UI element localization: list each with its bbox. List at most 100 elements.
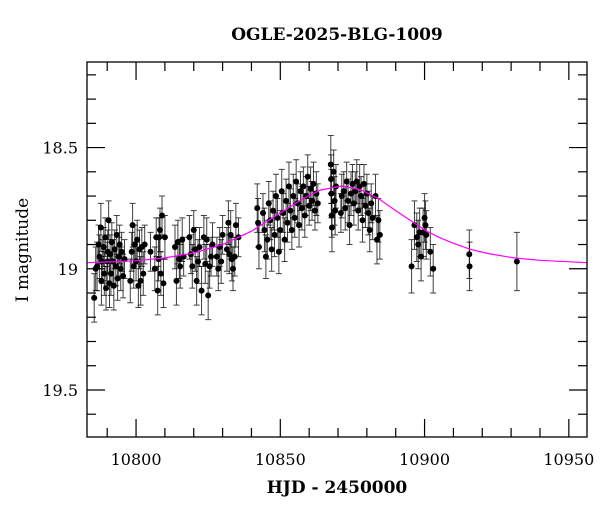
data-point bbox=[430, 265, 437, 272]
data-point bbox=[255, 219, 262, 226]
data-point bbox=[306, 202, 313, 209]
data-point bbox=[130, 263, 137, 270]
axis-ticks: 10800 10850 10900 10950 18.5 19 19.5 bbox=[42, 62, 594, 469]
data-point bbox=[513, 258, 520, 265]
data-point bbox=[328, 224, 335, 231]
data-point bbox=[97, 224, 104, 231]
data-point bbox=[215, 265, 222, 272]
data-point bbox=[376, 231, 383, 238]
x-tick-label: 10900 bbox=[399, 450, 450, 469]
data-point bbox=[99, 258, 106, 265]
data-point bbox=[313, 190, 320, 197]
data-point bbox=[353, 178, 360, 185]
data-point bbox=[203, 236, 210, 243]
data-point bbox=[232, 222, 239, 229]
data-point bbox=[262, 253, 269, 260]
data-point bbox=[418, 253, 425, 260]
data-point bbox=[281, 236, 288, 243]
data-point bbox=[314, 200, 321, 207]
data-point bbox=[346, 222, 353, 229]
data-point bbox=[96, 253, 103, 260]
data-point bbox=[223, 246, 230, 253]
data-point bbox=[373, 236, 380, 243]
data-point bbox=[278, 188, 285, 195]
data-point bbox=[147, 248, 154, 255]
data-point bbox=[161, 234, 168, 241]
data-point bbox=[213, 253, 220, 260]
data-point bbox=[301, 212, 308, 219]
data-point bbox=[261, 226, 268, 233]
data-point bbox=[107, 270, 114, 277]
data-point bbox=[135, 282, 142, 289]
data-point bbox=[350, 200, 357, 207]
data-point bbox=[331, 197, 338, 204]
data-point bbox=[422, 222, 429, 229]
data-point bbox=[209, 241, 216, 248]
data-point bbox=[179, 236, 186, 243]
data-point bbox=[128, 248, 135, 255]
data-point bbox=[140, 270, 147, 277]
data-point bbox=[100, 243, 107, 250]
data-point bbox=[421, 214, 428, 221]
data-point bbox=[112, 263, 119, 270]
data-point bbox=[255, 243, 262, 250]
data-point bbox=[277, 226, 284, 233]
data-point bbox=[156, 226, 163, 233]
data-point bbox=[466, 251, 473, 258]
data-point bbox=[198, 287, 205, 294]
data-point bbox=[129, 222, 136, 229]
data-point bbox=[208, 253, 215, 260]
y-tick-label: 19.5 bbox=[42, 381, 78, 400]
data-point bbox=[218, 258, 225, 265]
data-point bbox=[340, 188, 347, 195]
data-point bbox=[110, 282, 117, 289]
x-axis-label: HJD - 2450000 bbox=[267, 478, 408, 498]
data-point bbox=[287, 207, 294, 214]
data-point bbox=[298, 205, 305, 212]
data-point bbox=[345, 197, 352, 204]
data-point bbox=[116, 241, 123, 248]
data-point bbox=[300, 183, 307, 190]
data-point bbox=[137, 277, 144, 284]
data-point bbox=[309, 197, 316, 204]
data-point bbox=[171, 243, 178, 250]
data-point bbox=[270, 207, 277, 214]
data-point bbox=[134, 236, 141, 243]
data-point bbox=[133, 258, 140, 265]
data-point bbox=[259, 210, 266, 217]
data-point bbox=[284, 219, 291, 226]
data-point bbox=[328, 190, 335, 197]
data-point bbox=[368, 200, 375, 207]
data-point bbox=[157, 270, 164, 277]
data-point bbox=[91, 294, 98, 301]
data-point bbox=[103, 285, 110, 292]
data-point bbox=[231, 253, 238, 260]
data-point bbox=[327, 161, 334, 168]
data-point bbox=[355, 207, 362, 214]
data-point bbox=[193, 277, 200, 284]
data-point bbox=[173, 277, 180, 284]
data-point bbox=[332, 207, 339, 214]
data-point bbox=[304, 173, 311, 180]
data-point bbox=[127, 277, 134, 284]
data-point bbox=[141, 241, 148, 248]
data-point bbox=[229, 265, 236, 272]
data-point bbox=[177, 263, 184, 270]
data-point bbox=[328, 212, 335, 219]
data-point bbox=[94, 263, 101, 270]
data-point bbox=[98, 277, 105, 284]
data-point bbox=[190, 226, 197, 233]
data-point bbox=[275, 248, 282, 255]
data-point bbox=[195, 258, 202, 265]
data-point bbox=[365, 210, 372, 217]
x-tick-label: 10950 bbox=[543, 450, 594, 469]
data-point bbox=[105, 217, 112, 224]
y-tick-label: 19 bbox=[58, 260, 78, 279]
data-point bbox=[196, 243, 203, 250]
data-point bbox=[358, 193, 365, 200]
x-tick-label: 10800 bbox=[111, 450, 162, 469]
data-point bbox=[283, 197, 290, 204]
data-point bbox=[310, 180, 317, 187]
